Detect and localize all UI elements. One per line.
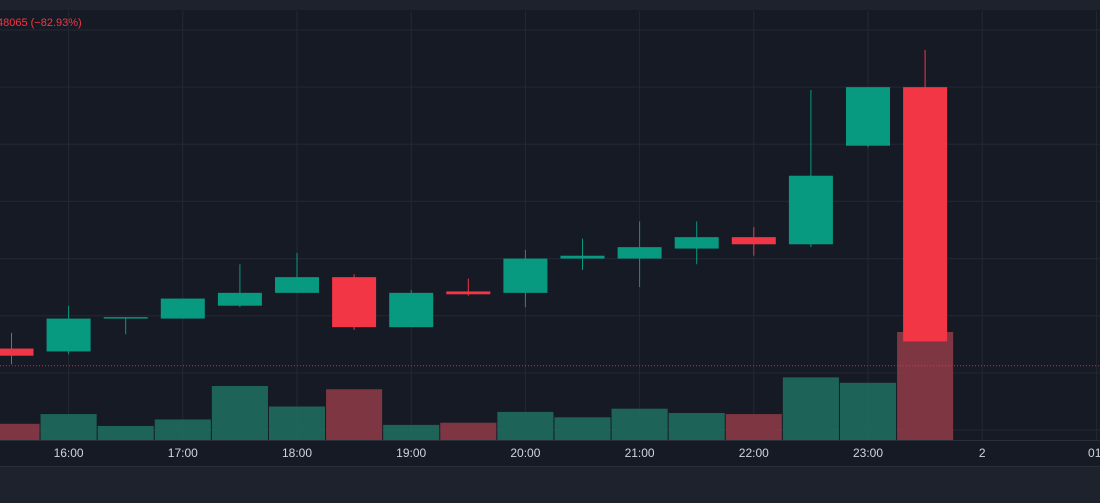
candle-body: [0, 348, 34, 356]
candle-body: [46, 318, 91, 352]
candle-body: [332, 277, 377, 328]
candle-body: [788, 175, 833, 245]
time-axis-label: 22:00: [739, 446, 769, 460]
time-axis-label: 18:00: [282, 446, 312, 460]
bottom-toolbar: [0, 466, 1100, 503]
volume-bar: [268, 406, 326, 440]
candle-body: [903, 87, 948, 342]
candle-body: [503, 258, 548, 293]
volume-bar: [97, 425, 154, 440]
candle-body: [617, 247, 662, 259]
volume-bar: [383, 424, 440, 440]
volume-bar: [839, 382, 897, 440]
volume-bar: [40, 414, 97, 440]
volume-bar: [154, 419, 211, 440]
volume-bar: [211, 386, 268, 440]
candle-body: [674, 237, 719, 249]
time-axis-label: 20:00: [510, 446, 540, 460]
volume-bar: [611, 408, 668, 440]
time-axis-label: 01:: [1088, 446, 1100, 460]
volume-bar: [554, 417, 611, 440]
time-axis-label: 17:00: [168, 446, 198, 460]
time-axis-label: 21:00: [625, 446, 655, 460]
candle-body: [389, 292, 434, 328]
volume-bar: [897, 332, 954, 440]
price-change-label: 48065 (−82.93%): [0, 17, 82, 29]
candle-body: [160, 298, 205, 319]
volume-bar: [497, 411, 554, 440]
time-axis-label: 23:00: [853, 446, 883, 460]
volume-bar: [668, 413, 725, 440]
volume-bar: [0, 423, 40, 440]
candle-body: [731, 237, 776, 245]
candle-body: [846, 87, 890, 146]
volume-bar: [782, 377, 839, 440]
time-axis-label: 2: [979, 446, 986, 460]
candle-body: [217, 292, 262, 306]
time-axis-label: 16:00: [54, 446, 84, 460]
volume-bar: [725, 414, 782, 440]
time-axis-label: 19:00: [396, 446, 426, 460]
candle-body: [103, 317, 148, 319]
volume-bar: [326, 389, 383, 440]
candle-body: [446, 291, 491, 295]
candle-body: [275, 277, 319, 293]
candle-body: [560, 255, 605, 259]
volume-bar: [440, 422, 497, 440]
time-axis[interactable]: [0, 440, 1100, 467]
